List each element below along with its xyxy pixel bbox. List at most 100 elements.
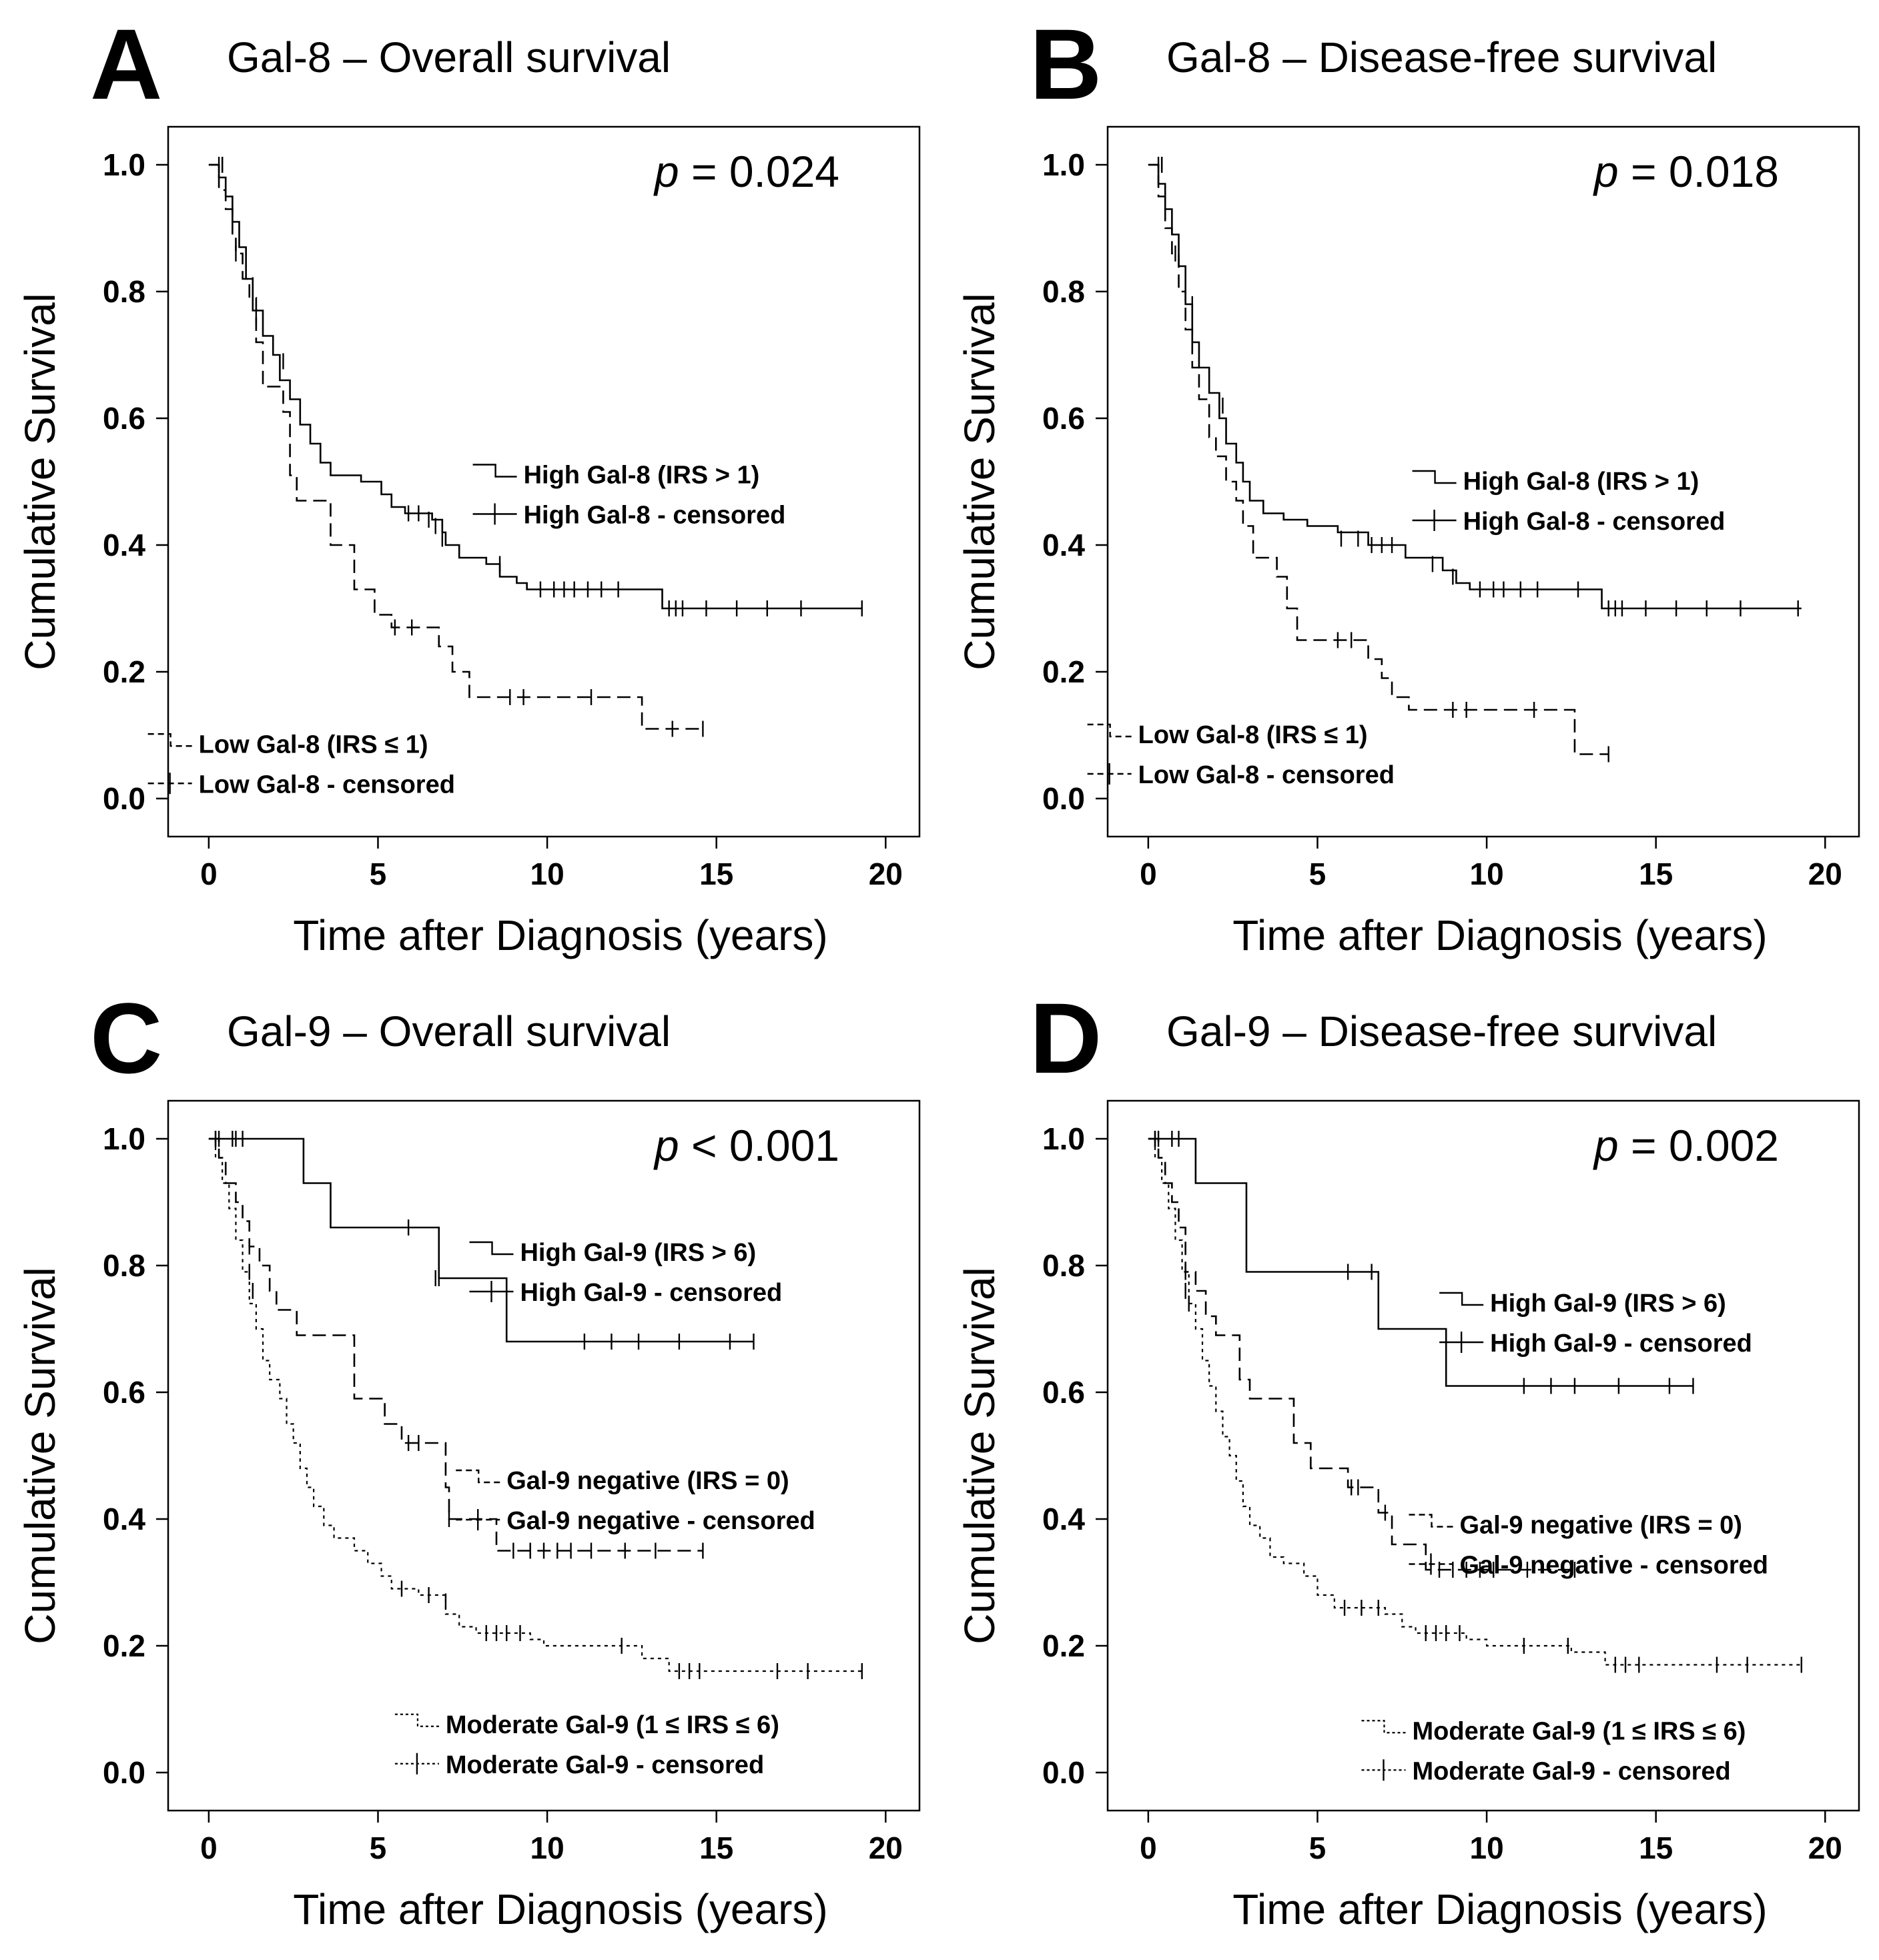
legend-symbol-step [1087,723,1132,738]
panel-title: Gal-9 – Disease-free survival [1166,1007,1717,1055]
legend-entry: Gal-9 negative - censored [1459,1552,1768,1580]
legend-symbol-step [1412,470,1457,484]
km-curve [208,163,703,730]
y-tick-label: 1.0 [103,1121,145,1156]
legend-dashed: Gal-9 negative (IRS = 0) Gal-9 negative -… [1409,1512,1768,1580]
x-tick-label: 15 [1639,857,1673,891]
y-tick-label: 0.8 [1042,274,1085,309]
p-value-text: = 0.024 [679,147,839,196]
legend-dotted: Moderate Gal-9 (1 ≤ IRS ≤ 6) Moderate Gal… [394,1711,779,1779]
x-tick-label: 20 [869,857,903,891]
km-curve [1148,1137,1694,1387]
legend-entry: Gal-9 negative (IRS = 0) [506,1467,789,1495]
legend-symbol-step [469,1241,514,1256]
p-value-symbol: p [653,1121,679,1170]
y-tick-label: 0.4 [103,1502,145,1536]
x-tick-label: 5 [1309,1831,1327,1865]
legend-entry: High Gal-8 - censored [524,502,786,530]
legend-solid: High Gal-9 (IRS > 6) High Gal-9 - censore… [469,1239,782,1307]
y-tick-label: 0.0 [103,1755,145,1790]
legend-entry: Gal-9 negative - censored [506,1507,815,1535]
legend-entry: Moderate Gal-9 (1 ≤ IRS ≤ 6) [1412,1717,1746,1745]
legend-entry: Gal-9 negative (IRS = 0) [1459,1512,1742,1540]
x-tick-label: 15 [1639,1831,1673,1865]
legend-entry: Low Gal-8 - censored [1138,761,1395,789]
series-high-gal-8-irs-1 [1148,157,1802,616]
km-curve [208,1137,862,1672]
y-tick-label: 0.2 [103,1628,145,1663]
legend-symbol-step [1409,1514,1453,1528]
legend-symbol-step [472,464,517,478]
panel-a: A Gal-8 – Overall survival 0.0 0.2 0.4 0.6 0.8… [0,0,940,974]
legend-entry: High Gal-8 (IRS > 1) [1463,468,1700,496]
x-tick-label: 10 [530,857,564,891]
km-curve [1148,1137,1802,1666]
p-value-text: < 0.001 [679,1121,839,1170]
x-tick-label: 20 [869,1831,903,1865]
panel-c: C Gal-9 – Overall survival 0.0 0.2 0.4 0.6 0.8… [0,974,940,1960]
x-tick-label: 5 [1309,857,1327,891]
legend-entry: High Gal-9 - censored [1490,1330,1752,1358]
panel-title: Gal-8 – Disease-free survival [1166,33,1717,81]
x-tick-label: 20 [1808,857,1842,891]
series-low-gal-8-irs-1 [1148,157,1609,763]
plot-frame [167,1099,921,1812]
p-value: p < 0.001 [653,1121,839,1170]
x-tick-label: 10 [530,1831,564,1865]
y-tick-label: 1.0 [1042,1121,1085,1156]
panel-letter: C [90,982,162,1094]
x-tick-label: 0 [200,1831,218,1865]
y-tick-label: 0.6 [1042,401,1085,436]
legend-entry: High Gal-9 (IRS > 6) [520,1239,756,1267]
p-value-symbol: p [1593,1121,1619,1170]
p-value-symbol: p [1593,147,1619,196]
p-value: p = 0.024 [653,147,839,196]
chart-svg: C Gal-9 – Overall survival 0.0 0.2 0.4 0.6 0.8… [16,982,921,1933]
series-moderate-gal-9-1-irs-6 [1148,1131,1802,1673]
series-high-gal-8-irs-1 [208,157,863,616]
legend-entry: Moderate Gal-9 - censored [446,1751,764,1779]
legend-entry: High Gal-9 - censored [520,1279,782,1307]
x-tick-label: 15 [699,857,733,891]
y-tick-label: 0.0 [1042,781,1085,816]
legend-entry: Moderate Gal-9 (1 ≤ IRS ≤ 6) [446,1711,779,1739]
km-curve [208,1137,703,1552]
y-tick-label: 0.2 [1042,1628,1085,1663]
y-axis-label: Cumulative Survival [956,1267,1004,1644]
panel-title: Gal-9 – Overall survival [227,1007,671,1055]
legend-entry: Low Gal-8 - censored [199,771,455,799]
chart-svg: B Gal-8 – Disease-free survival 0.0 0.2 0.4 0… [956,8,1860,959]
x-tick-label: 10 [1469,1831,1503,1865]
legend-dashed: Low Gal-8 (IRS ≤ 1) Low Gal-8 - censored [1087,721,1395,789]
x-tick-label: 0 [200,857,218,891]
x-axis-label: Time after Diagnosis (years) [1232,1885,1767,1933]
legend-entry: Low Gal-8 (IRS ≤ 1) [1138,721,1368,749]
series-low-gal-8-irs-1 [208,157,704,737]
panel-letter: D [1030,982,1102,1094]
legend-entry: Moderate Gal-9 - censored [1412,1757,1730,1785]
y-tick-label: 0.4 [103,528,145,562]
km-curve [1148,163,1609,755]
x-axis-label: Time after Diagnosis (years) [1232,911,1767,959]
legend-symbol-step [456,1469,500,1484]
p-value-symbol: p [653,147,679,196]
chart-svg: A Gal-8 – Overall survival 0.0 0.2 0.4 0.6 0.8… [16,8,921,959]
legend-entry: High Gal-8 (IRS > 1) [524,462,760,490]
panel-letter: A [90,8,162,120]
panel-d: D Gal-9 – Disease-free survival 0.0 0.2 0.4 0… [940,974,1879,1960]
plot-frame [1106,1099,1860,1812]
y-tick-label: 1.0 [103,147,145,182]
legend-entry: High Gal-9 (IRS > 6) [1490,1290,1726,1318]
panel-title: Gal-8 – Overall survival [227,33,671,81]
y-tick-label: 0.2 [103,654,145,689]
km-curve [1148,163,1802,610]
y-tick-label: 0.4 [1042,528,1085,562]
y-tick-label: 0.6 [1042,1375,1085,1410]
legend-symbol-step [1439,1292,1484,1306]
legend-solid: High Gal-9 (IRS > 6) High Gal-9 - censore… [1439,1290,1752,1358]
legend-solid: High Gal-8 (IRS > 1) High Gal-8 - censore… [472,462,786,530]
legend-dashed: Gal-9 negative (IRS = 0) Gal-9 negative -… [456,1467,815,1535]
x-tick-label: 10 [1469,857,1503,891]
p-value-text: = 0.018 [1619,147,1779,196]
legend-solid: High Gal-8 (IRS > 1) High Gal-8 - censore… [1412,468,1725,536]
